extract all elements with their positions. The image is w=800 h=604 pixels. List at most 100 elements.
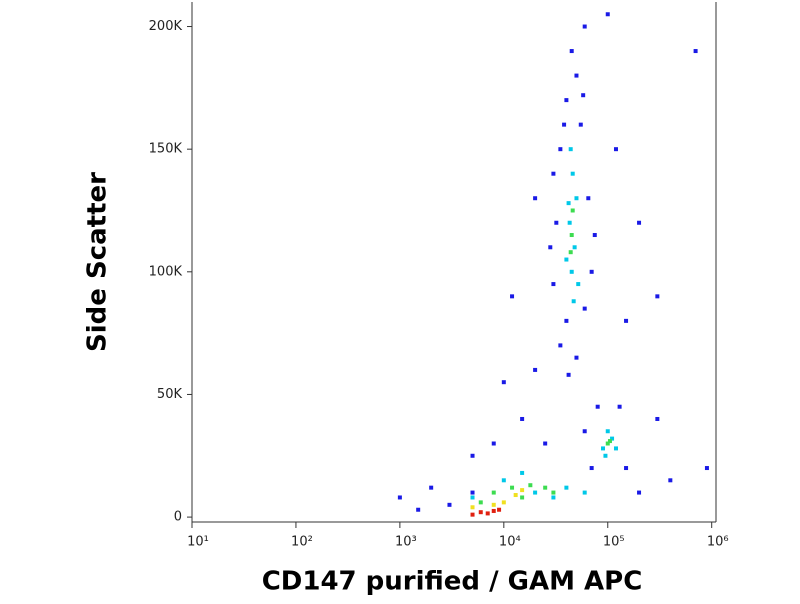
point bbox=[582, 306, 587, 311]
point bbox=[513, 493, 518, 498]
point bbox=[589, 269, 594, 274]
point bbox=[605, 441, 610, 446]
point bbox=[574, 196, 579, 201]
point bbox=[533, 367, 538, 372]
point bbox=[610, 436, 615, 441]
point bbox=[567, 220, 572, 225]
point bbox=[693, 49, 698, 54]
point bbox=[551, 282, 556, 287]
point bbox=[510, 294, 515, 299]
point bbox=[582, 429, 587, 434]
point bbox=[566, 201, 571, 206]
point bbox=[501, 380, 506, 385]
point bbox=[543, 441, 548, 446]
point bbox=[586, 196, 591, 201]
point bbox=[470, 495, 475, 500]
point bbox=[595, 404, 600, 409]
x-tick-label: 10³ bbox=[395, 535, 417, 550]
point bbox=[558, 147, 563, 152]
point bbox=[554, 220, 559, 225]
point bbox=[613, 147, 618, 152]
point bbox=[581, 93, 586, 98]
y-axis-title: Side Scatter bbox=[83, 172, 113, 352]
point bbox=[569, 269, 574, 274]
point bbox=[569, 49, 574, 54]
point bbox=[416, 507, 421, 512]
point bbox=[605, 12, 610, 17]
point bbox=[617, 404, 622, 409]
y-tick-label: 0 bbox=[174, 510, 182, 525]
point bbox=[578, 122, 583, 127]
point bbox=[589, 466, 594, 471]
point bbox=[491, 508, 496, 513]
point bbox=[576, 282, 581, 287]
point bbox=[429, 485, 434, 490]
point bbox=[624, 466, 629, 471]
x-tick-label: 10⁶ bbox=[707, 535, 729, 550]
point bbox=[533, 490, 538, 495]
point bbox=[569, 233, 574, 238]
point bbox=[574, 355, 579, 360]
point bbox=[566, 372, 571, 377]
point bbox=[501, 500, 506, 505]
point bbox=[501, 478, 506, 483]
x-tick-label: 10⁵ bbox=[603, 535, 625, 550]
point bbox=[624, 318, 629, 323]
point bbox=[613, 446, 618, 451]
point bbox=[637, 490, 642, 495]
point bbox=[478, 510, 483, 515]
point bbox=[478, 500, 483, 505]
point bbox=[564, 485, 569, 490]
x-tick-label: 10² bbox=[291, 535, 313, 550]
x-axis-title: CD147 purified / GAM APC bbox=[262, 567, 643, 597]
point bbox=[558, 343, 563, 348]
point bbox=[601, 446, 606, 451]
point bbox=[510, 485, 515, 490]
point bbox=[551, 171, 556, 176]
point bbox=[582, 24, 587, 29]
point bbox=[592, 233, 597, 238]
x-tick-label: 10⁴ bbox=[499, 535, 521, 550]
point bbox=[655, 294, 660, 299]
point bbox=[568, 250, 573, 255]
point bbox=[570, 171, 575, 176]
point bbox=[528, 483, 533, 488]
point bbox=[491, 490, 496, 495]
point bbox=[485, 511, 490, 516]
point bbox=[603, 453, 608, 458]
point bbox=[562, 122, 567, 127]
point bbox=[497, 507, 502, 512]
point bbox=[637, 220, 642, 225]
point bbox=[520, 488, 525, 493]
point bbox=[655, 416, 660, 421]
point bbox=[605, 429, 610, 434]
point bbox=[551, 490, 556, 495]
point bbox=[574, 73, 579, 78]
y-tick-label: 150K bbox=[149, 142, 183, 157]
point bbox=[520, 470, 525, 475]
point bbox=[533, 196, 538, 201]
point bbox=[564, 98, 569, 103]
point bbox=[520, 495, 525, 500]
point bbox=[572, 245, 577, 250]
point bbox=[543, 485, 548, 490]
point bbox=[447, 502, 452, 507]
point bbox=[668, 478, 673, 483]
point bbox=[564, 318, 569, 323]
point bbox=[568, 147, 573, 152]
point bbox=[704, 466, 709, 471]
point bbox=[520, 416, 525, 421]
point bbox=[397, 495, 402, 500]
point bbox=[571, 299, 576, 304]
y-tick-label: 100K bbox=[149, 264, 183, 279]
point bbox=[491, 441, 496, 446]
point bbox=[564, 257, 569, 262]
point bbox=[551, 495, 556, 500]
point bbox=[548, 245, 553, 250]
point bbox=[582, 490, 587, 495]
point bbox=[470, 490, 475, 495]
point bbox=[470, 453, 475, 458]
y-tick-label: 200K bbox=[149, 19, 183, 34]
y-tick-label: 50K bbox=[157, 387, 183, 402]
